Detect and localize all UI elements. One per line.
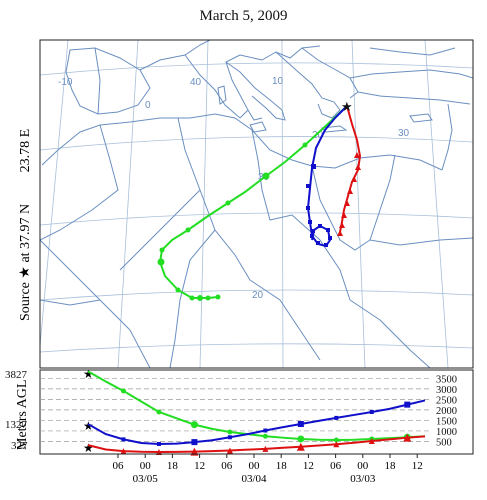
profile-marker-green — [190, 421, 198, 429]
trajectory-green — [157, 105, 348, 301]
source-latitude: at 37.97 N — [18, 204, 33, 263]
map-frame — [39, 39, 474, 369]
profile-hour-tick: 06 — [113, 460, 125, 472]
profile-marker-blue — [297, 421, 304, 427]
profile-marker-blue — [227, 435, 232, 440]
source-prefix: Source — [18, 282, 33, 321]
profile-right-tick: 3000 — [436, 385, 457, 396]
profile-marker-red — [296, 442, 305, 451]
trajectory-blue — [306, 105, 348, 248]
profile-hour-tick: 06 — [330, 460, 342, 472]
profile-marker-blue — [334, 415, 339, 420]
profile-date-tick: 03/03 — [350, 473, 376, 485]
profile-marker-blue — [263, 428, 268, 433]
profile-marker-green — [227, 429, 233, 435]
map-title: March 5, 2009 — [199, 8, 288, 24]
profile-line-green — [87, 370, 426, 442]
profile-ylabel-box: Meters AGL — [2, 370, 32, 454]
profile-right-tick: 1000 — [436, 427, 457, 438]
lon-label-10: 10 — [272, 76, 284, 87]
lat-label-20: 20 — [252, 290, 264, 301]
profile-hour-tick: 00 — [357, 460, 369, 472]
source-marker-icon: ★ — [341, 99, 353, 114]
profile-star-blue-icon: ★ — [83, 419, 94, 433]
lon-label-m10: -10 — [58, 77, 73, 88]
source-label: Source ★ at 37.97 N 23.78 E — [2, 42, 40, 367]
map-panel: 40 30 20 -10 0 10 20 30 — [40, 40, 473, 368]
profile-line-blue — [87, 399, 426, 446]
profile-hour-tick: 18 — [276, 460, 288, 472]
profile-right-tick: 500 — [436, 437, 452, 448]
profile-right-tick: 3500 — [436, 374, 457, 385]
profile-marker-blue — [156, 442, 161, 446]
profile-star-red-icon: ★ — [83, 441, 94, 455]
profile-marker-green — [297, 435, 305, 443]
svg-text:Source ★ at: Source ★ at 37.97 N 23.78 E — [18, 129, 33, 321]
lon-label-0: 0 — [145, 100, 151, 111]
profile-left-tick-1327: 1327 — [5, 419, 28, 431]
profile-marker-green — [262, 433, 268, 439]
profile-hour-tick: 00 — [140, 460, 152, 472]
lon-label-20: 20 — [312, 130, 324, 141]
profile-hour-tick: 18 — [385, 460, 397, 472]
profile-right-tick: 2500 — [436, 395, 457, 406]
profile-date-tick: 03/05 — [133, 473, 159, 485]
profile-hour-tick: 06 — [221, 460, 233, 472]
profile-marker-blue — [191, 439, 198, 446]
profile-line-red — [87, 435, 426, 454]
coastlines — [40, 40, 473, 368]
profile-marker-green — [120, 388, 126, 394]
profile-marker-red — [226, 447, 233, 454]
profile-marker-red — [333, 441, 340, 448]
lon-label-30: 30 — [398, 128, 410, 139]
profile-marker-green — [333, 437, 339, 443]
profile-hour-tick: 12 — [303, 460, 314, 472]
profile-x-axis: 06 00 18 12 06 00 18 12 06 00 18 12 03/05 03/04 03/03 — [40, 453, 473, 485]
profile-marker-red — [403, 433, 412, 442]
graticule — [40, 40, 473, 368]
profile-marker-red — [368, 438, 375, 445]
profile-hour-tick: 18 — [167, 460, 179, 472]
profile-left-tick-3827: 3827 — [5, 369, 28, 381]
profile-marker-red — [262, 445, 269, 452]
profile-series — [87, 370, 426, 456]
profile-star-green-icon: ★ — [83, 367, 94, 381]
profile-marker-blue — [121, 437, 126, 442]
profile-marker-green — [156, 409, 162, 415]
profile-marker-blue — [369, 410, 374, 414]
profile-left-tick-327: 327 — [11, 440, 28, 452]
source-longitude: 23.78 E — [18, 129, 33, 173]
profile-hour-tick: 12 — [412, 460, 423, 472]
trajectory-red — [337, 105, 362, 236]
profile-hour-tick: 12 — [194, 460, 205, 472]
lat-label-40: 40 — [190, 77, 202, 88]
profile-ylabel: Meters AGL — [15, 380, 30, 450]
profile-date-tick: 03/04 — [241, 473, 267, 485]
profile-marker-red — [120, 448, 127, 455]
profile-hour-tick: 00 — [249, 460, 261, 472]
profile-right-tick: 1500 — [436, 416, 457, 427]
profile-marker-blue — [404, 401, 411, 408]
profile-right-tick: 2000 — [436, 406, 457, 417]
source-star-icon: ★ — [18, 263, 33, 279]
